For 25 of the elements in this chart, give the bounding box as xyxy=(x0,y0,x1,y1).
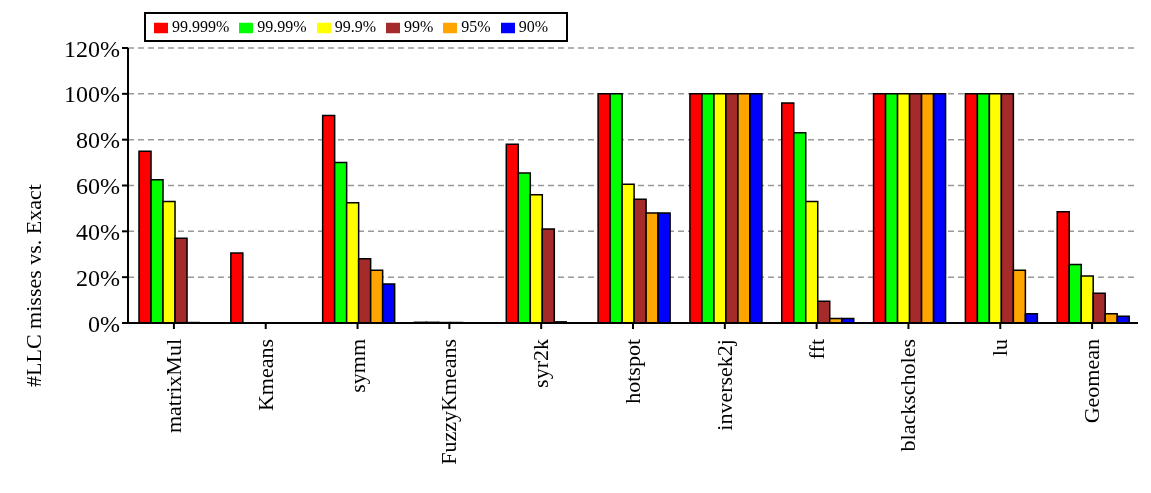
x-tick-label: Kmeans xyxy=(252,339,278,412)
y-tick-label: 100% xyxy=(64,81,120,108)
y-tick-label: 120% xyxy=(64,35,120,62)
x-tick-label: matrixMul xyxy=(160,339,186,434)
legend-label: 99.999% xyxy=(172,18,230,35)
y-tick-label: 80% xyxy=(76,127,120,154)
legend-label: 99.99% xyxy=(257,18,307,35)
x-tick-label: fft xyxy=(803,339,829,360)
legend-label: 99% xyxy=(403,18,434,35)
x-tick-label: hotspot xyxy=(620,339,645,404)
x-tick-label: symm xyxy=(344,339,370,393)
x-tick-label: blackscholes xyxy=(895,339,921,452)
legend-label: 90% xyxy=(518,18,548,35)
x-tick-label: syr2k xyxy=(528,339,554,388)
x-tick-label: FuzzyKmeans xyxy=(436,339,462,465)
x-tick-label: lu xyxy=(987,339,1013,357)
y-tick-label: 0% xyxy=(88,310,120,337)
y-tick-label: 60% xyxy=(76,173,120,200)
y-tick-label: 40% xyxy=(76,218,120,245)
x-tick-label: Geomean xyxy=(1079,339,1105,424)
y-axis-title: #LLC misses vs. Exact xyxy=(20,184,46,387)
legend-label: 95% xyxy=(461,18,491,35)
y-tick-label: 20% xyxy=(76,264,120,291)
legend-label: 99.9% xyxy=(334,18,376,35)
x-tick-label: inversek2j xyxy=(711,339,737,431)
